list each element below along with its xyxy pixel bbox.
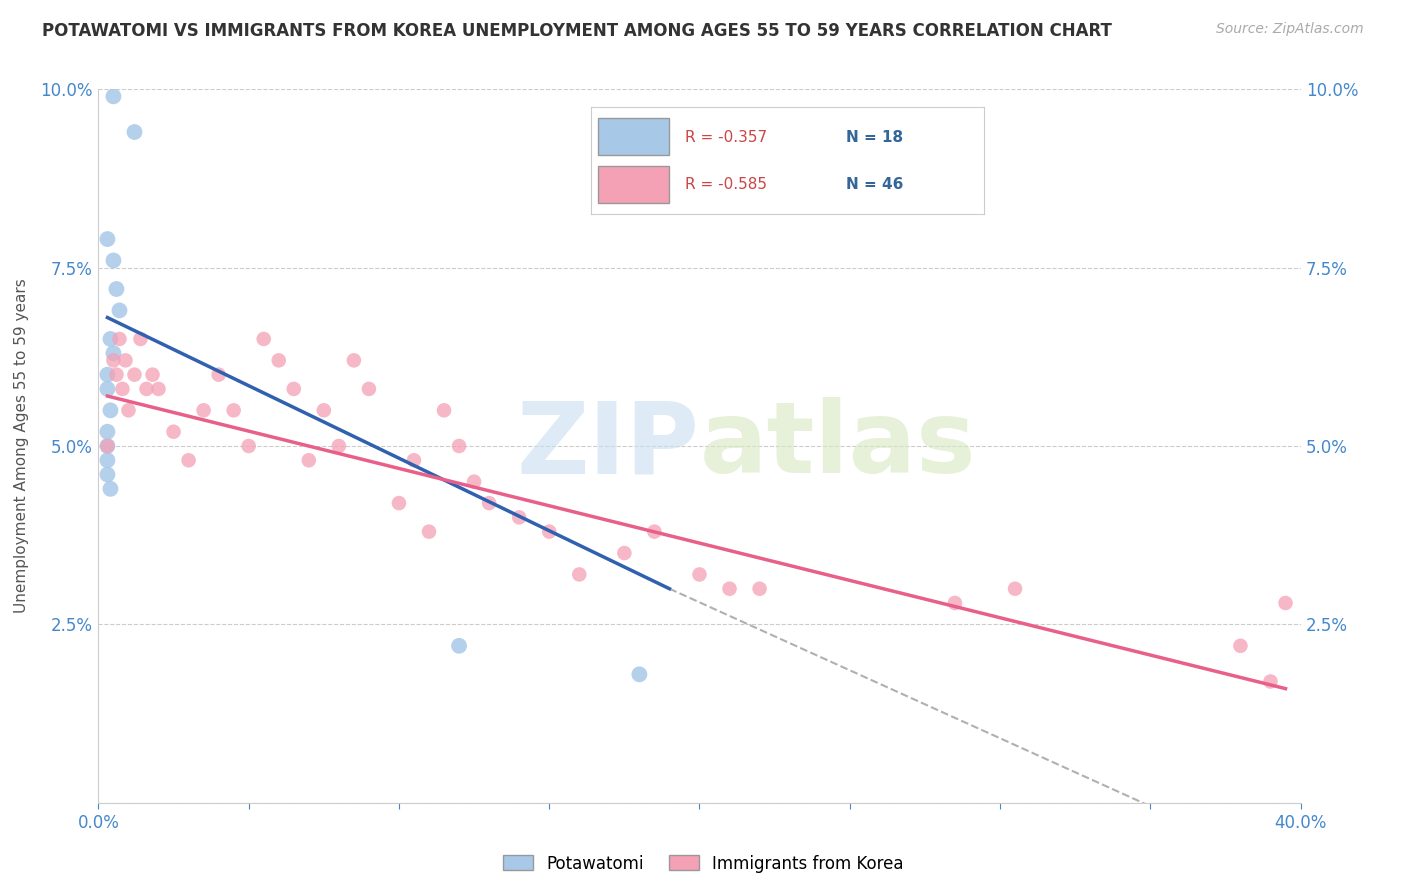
Text: ZIP: ZIP bbox=[516, 398, 700, 494]
Point bbox=[238, 439, 260, 453]
Text: N = 18: N = 18 bbox=[846, 129, 904, 145]
Point bbox=[222, 403, 245, 417]
FancyBboxPatch shape bbox=[599, 166, 669, 203]
Point bbox=[463, 475, 485, 489]
Point bbox=[100, 403, 122, 417]
Point bbox=[105, 282, 128, 296]
Point bbox=[193, 403, 215, 417]
Point bbox=[388, 496, 411, 510]
FancyBboxPatch shape bbox=[599, 118, 669, 155]
Point bbox=[447, 439, 470, 453]
Text: Source: ZipAtlas.com: Source: ZipAtlas.com bbox=[1216, 22, 1364, 37]
Point bbox=[253, 332, 276, 346]
Point bbox=[718, 582, 741, 596]
Point bbox=[613, 546, 636, 560]
Point bbox=[141, 368, 163, 382]
Point bbox=[124, 368, 146, 382]
Point bbox=[111, 382, 134, 396]
Point bbox=[117, 403, 139, 417]
Point bbox=[96, 453, 118, 467]
Point bbox=[1229, 639, 1251, 653]
Text: N = 46: N = 46 bbox=[846, 177, 904, 192]
Point bbox=[100, 482, 122, 496]
Point bbox=[103, 253, 125, 268]
Point bbox=[478, 496, 501, 510]
Point bbox=[433, 403, 456, 417]
Point bbox=[943, 596, 966, 610]
Point bbox=[96, 439, 118, 453]
Point bbox=[418, 524, 440, 539]
Point bbox=[357, 382, 380, 396]
Point bbox=[129, 332, 152, 346]
Point bbox=[96, 232, 118, 246]
Point bbox=[628, 667, 651, 681]
Point bbox=[1274, 596, 1296, 610]
Point bbox=[135, 382, 157, 396]
Point bbox=[568, 567, 591, 582]
Point bbox=[1260, 674, 1282, 689]
Point bbox=[96, 368, 118, 382]
Point bbox=[208, 368, 231, 382]
Point bbox=[748, 582, 770, 596]
Point bbox=[108, 332, 131, 346]
Point bbox=[96, 382, 118, 396]
Point bbox=[96, 467, 118, 482]
Point bbox=[298, 453, 321, 467]
Point bbox=[103, 89, 125, 103]
Point bbox=[105, 368, 128, 382]
Point bbox=[267, 353, 290, 368]
Legend: Potawatomi, Immigrants from Korea: Potawatomi, Immigrants from Korea bbox=[496, 848, 910, 880]
Point bbox=[1004, 582, 1026, 596]
Point bbox=[96, 439, 118, 453]
Point bbox=[447, 639, 470, 653]
Point bbox=[124, 125, 146, 139]
Point bbox=[177, 453, 200, 467]
Point bbox=[328, 439, 350, 453]
Y-axis label: Unemployment Among Ages 55 to 59 years: Unemployment Among Ages 55 to 59 years bbox=[14, 278, 30, 614]
Point bbox=[343, 353, 366, 368]
Point bbox=[508, 510, 530, 524]
Point bbox=[103, 353, 125, 368]
Text: POTAWATOMI VS IMMIGRANTS FROM KOREA UNEMPLOYMENT AMONG AGES 55 TO 59 YEARS CORRE: POTAWATOMI VS IMMIGRANTS FROM KOREA UNEM… bbox=[42, 22, 1112, 40]
Point bbox=[162, 425, 184, 439]
Point bbox=[312, 403, 335, 417]
Point bbox=[643, 524, 665, 539]
Text: R = -0.357: R = -0.357 bbox=[685, 129, 768, 145]
Point bbox=[100, 332, 122, 346]
Point bbox=[114, 353, 136, 368]
Text: R = -0.585: R = -0.585 bbox=[685, 177, 768, 192]
Point bbox=[96, 425, 118, 439]
Point bbox=[402, 453, 425, 467]
Point bbox=[148, 382, 170, 396]
Point bbox=[108, 303, 131, 318]
Point bbox=[538, 524, 561, 539]
Point bbox=[103, 346, 125, 360]
Point bbox=[689, 567, 711, 582]
Point bbox=[283, 382, 305, 396]
Text: atlas: atlas bbox=[700, 398, 976, 494]
